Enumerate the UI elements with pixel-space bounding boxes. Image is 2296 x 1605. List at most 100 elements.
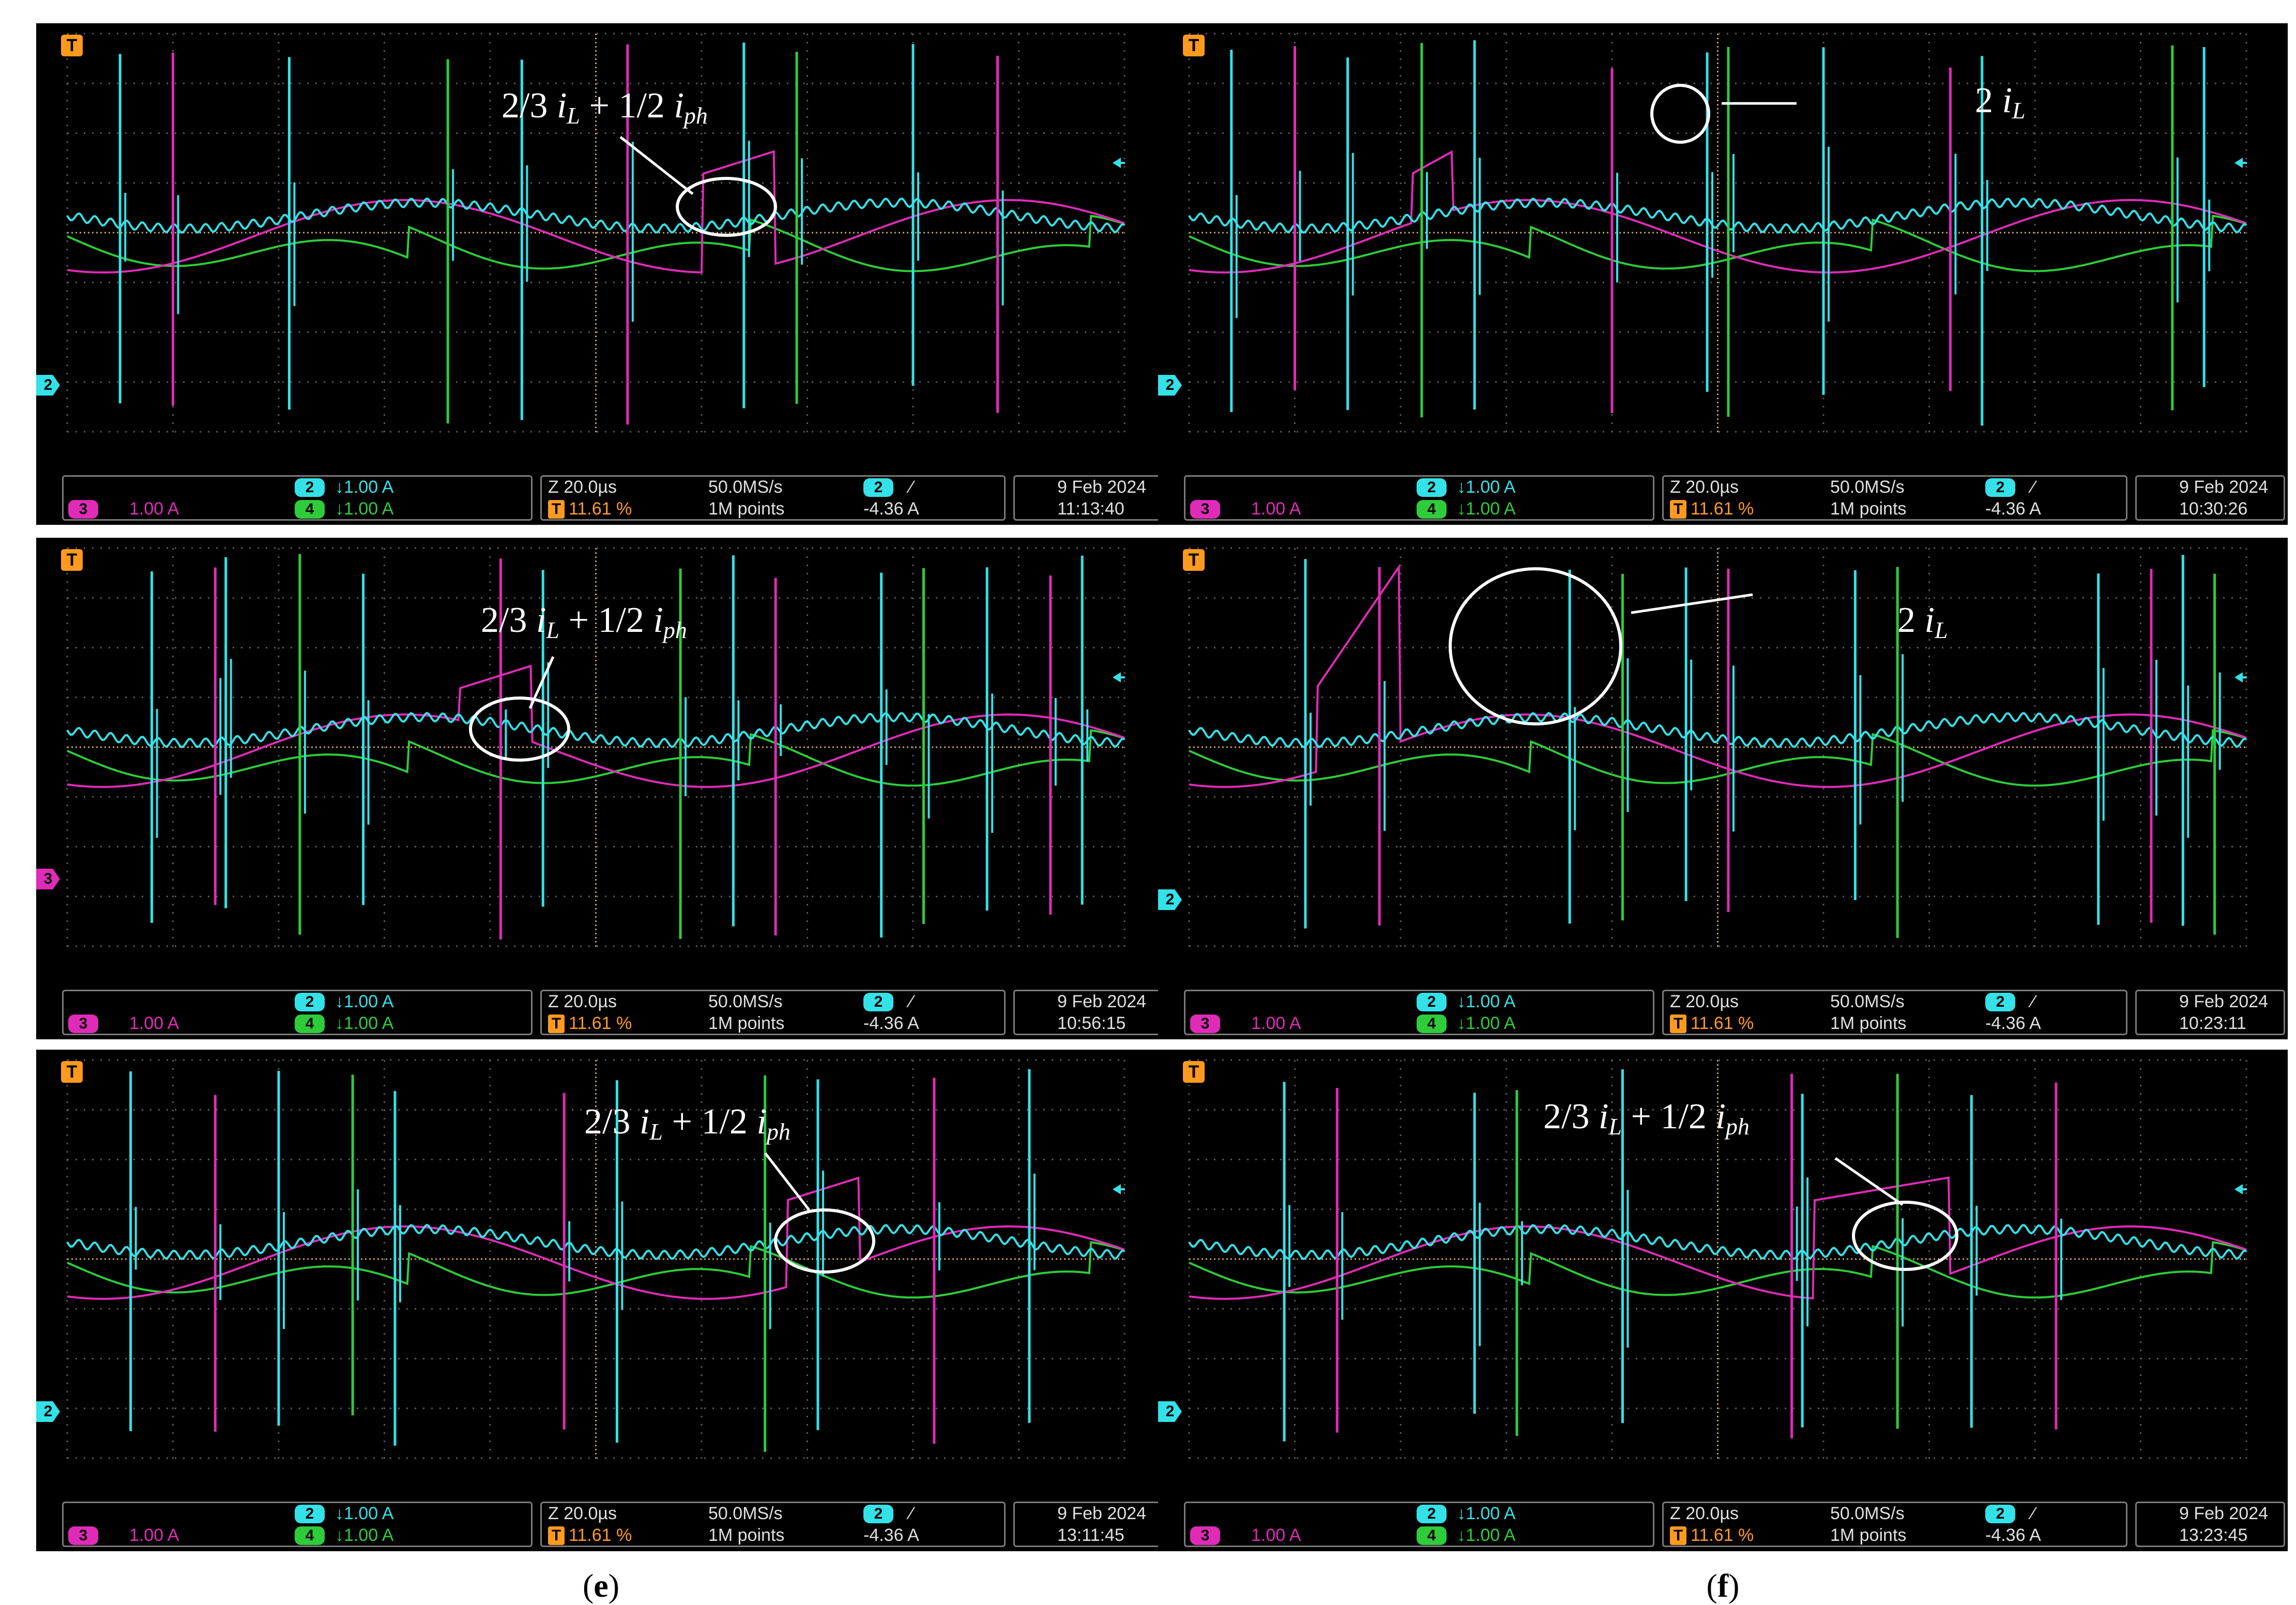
graticule [1189, 548, 2247, 947]
ch4-scale: ↓1.00 A [1457, 1013, 1515, 1034]
timebase: Z 20.0µs [548, 1504, 617, 1524]
ch2-badge: 2 [295, 993, 325, 1011]
channel-offset-arrow [2234, 1184, 2243, 1194]
trigger-position-marker: T [1183, 1061, 1205, 1083]
ch3-scale: 1.00 A [129, 499, 179, 519]
annotation-ellipse [1652, 85, 1709, 142]
ch2-scale: ↓1.00 A [1457, 1504, 1515, 1524]
ch3-badge: 3 [1190, 500, 1220, 519]
ch4-badge: 4 [295, 1015, 325, 1033]
sample-rate: 50.0MS/s [708, 992, 783, 1012]
trigger-position: 11.61 % [1691, 1013, 1754, 1034]
trigger-badge: T [1670, 1526, 1686, 1545]
time: 13:11:45 [1057, 1525, 1124, 1546]
trigger-slope: ∕ [2032, 992, 2035, 1012]
annotation-arrow [1631, 595, 1753, 613]
ch2-scale: ↓1.00 A [335, 1504, 393, 1524]
trigger-source-badge: 2 [1985, 1505, 2015, 1523]
timebase: Z 20.0µs [1670, 1504, 1739, 1524]
ch4-scale: ↓1.00 A [335, 499, 393, 519]
ch3-badge: 3 [68, 500, 98, 519]
panel-e: T 2 2/3 iL + 1/2 iph 2 ↓1.00 A 3 1.00 A … [36, 1050, 1166, 1551]
trigger-source-badge: 2 [1985, 478, 2015, 497]
trigger-slope: ∕ [910, 992, 913, 1012]
annotation-arrow [1835, 1158, 1903, 1205]
sample-rate: 50.0MS/s [1830, 1504, 1905, 1524]
record-length: 1M points [708, 1525, 784, 1546]
ch2-scale: ↓1.00 A [1457, 477, 1515, 497]
ch2-scale: ↓1.00 A [335, 477, 393, 497]
date: 9 Feb 2024 [1057, 992, 1146, 1012]
date: 9 Feb 2024 [2179, 477, 2268, 497]
annotation-label: 2/3 iL + 1/2 iph [501, 85, 708, 129]
scope-screen: T 2 2 iL [1158, 23, 2288, 471]
channel-offset-arrow [1113, 672, 1121, 683]
sample-rate: 50.0MS/s [1830, 477, 1905, 497]
sample-rate: 50.0MS/s [708, 1504, 783, 1524]
panel-caption: (f) [1158, 1567, 2288, 1605]
time: 10:56:15 [1057, 1013, 1126, 1034]
scope-screen: T 2 2 iL [1158, 538, 2288, 986]
panel-f: T 2 2/3 iL + 1/2 iph 2 ↓1.00 A 3 1.00 A … [1158, 1050, 2288, 1551]
record-length: 1M points [1830, 1013, 1906, 1034]
annotation-label: 2/3 iL + 1/2 iph [481, 600, 687, 644]
trigger-badge: T [1670, 1015, 1686, 1033]
trigger-level: -4.36 A [1985, 1013, 2041, 1034]
trigger-position-marker: T [1183, 549, 1205, 571]
ch3-scale: 1.00 A [1251, 1525, 1301, 1546]
trigger-position-marker: T [1183, 35, 1205, 56]
scope-screen: T 2 2/3 iL + 1/2 iph [1158, 1050, 2288, 1497]
ch4-scale: ↓1.00 A [1457, 1525, 1515, 1546]
record-length: 1M points [1830, 499, 1906, 519]
date: 9 Feb 2024 [2179, 992, 2268, 1012]
ch3-scale: 1.00 A [1251, 499, 1301, 519]
ch3-badge: 3 [68, 1526, 98, 1545]
trigger-position-marker: T [61, 549, 83, 571]
time: 11:13:40 [1057, 499, 1124, 519]
trigger-source-badge: 2 [863, 993, 893, 1011]
ch3-scale: 1.00 A [1251, 1013, 1301, 1034]
sample-rate: 50.0MS/s [708, 477, 783, 497]
status-bar: 2 ↓1.00 A 3 1.00 A 4 ↓1.00 A Z 20.0µs T … [1158, 1497, 2288, 1551]
annotation-arrow [620, 137, 693, 194]
waveform-plot [1158, 538, 2288, 986]
ch2-badge: 2 [295, 1505, 325, 1523]
trigger-position-marker: T [61, 35, 83, 56]
trigger-level: -4.36 A [1985, 499, 2041, 519]
ch3-badge: 3 [1190, 1526, 1220, 1545]
ch4-scale: ↓1.00 A [335, 1525, 393, 1546]
ch4-badge: 4 [1417, 1015, 1447, 1033]
ch4-badge: 4 [1417, 500, 1447, 519]
ch2-badge: 2 [1417, 1505, 1447, 1523]
annotation-label: 2/3 iL + 1/2 iph [1543, 1096, 1750, 1140]
panel-b: T 2 2 iL 2 ↓1.00 A 3 1.00 A 4 ↓1.00 A Z … [1158, 23, 2288, 525]
trigger-level: -4.36 A [863, 1525, 919, 1546]
timebase: Z 20.0µs [548, 992, 617, 1012]
panel-caption: (e) [36, 1567, 1166, 1605]
channel-offset-arrow [2234, 672, 2243, 683]
ch2-badge: 2 [295, 478, 325, 497]
trigger-position: 11.61 % [569, 499, 632, 519]
trigger-position: 11.61 % [1691, 499, 1754, 519]
trigger-level: -4.36 A [863, 1013, 919, 1034]
annotation-ellipse [1450, 569, 1621, 724]
trigger-position: 11.61 % [569, 1525, 632, 1546]
ch4-badge: 4 [295, 1526, 325, 1545]
trigger-level: -4.36 A [863, 499, 919, 519]
trigger-slope: ∕ [2032, 477, 2035, 497]
status-bar: 2 ↓1.00 A 3 1.00 A 4 ↓1.00 A Z 20.0µs T … [36, 1497, 1166, 1551]
date: 9 Feb 2024 [1057, 1504, 1146, 1524]
time: 13:23:45 [2179, 1525, 2247, 1546]
ch4-badge: 4 [295, 500, 325, 519]
date: 9 Feb 2024 [2179, 1504, 2268, 1524]
panel-d: T 2 2 iL 2 ↓1.00 A 3 1.00 A 4 ↓1.00 A Z … [1158, 538, 2288, 1039]
timebase: Z 20.0µs [548, 477, 617, 497]
scope-screen: T 2 2/3 iL + 1/2 iph [36, 1050, 1166, 1497]
channel-offset-arrow [2234, 158, 2243, 168]
waveform-plot [1158, 23, 2288, 471]
ch4-scale: ↓1.00 A [1457, 499, 1515, 519]
ch2-scale: ↓1.00 A [335, 992, 393, 1012]
channel-offset-arrow [1113, 158, 1121, 168]
panel-c: T 3 2/3 iL + 1/2 iph 2 ↓1.00 A 3 1.00 A … [36, 538, 1166, 1039]
trigger-source-badge: 2 [863, 1505, 893, 1523]
